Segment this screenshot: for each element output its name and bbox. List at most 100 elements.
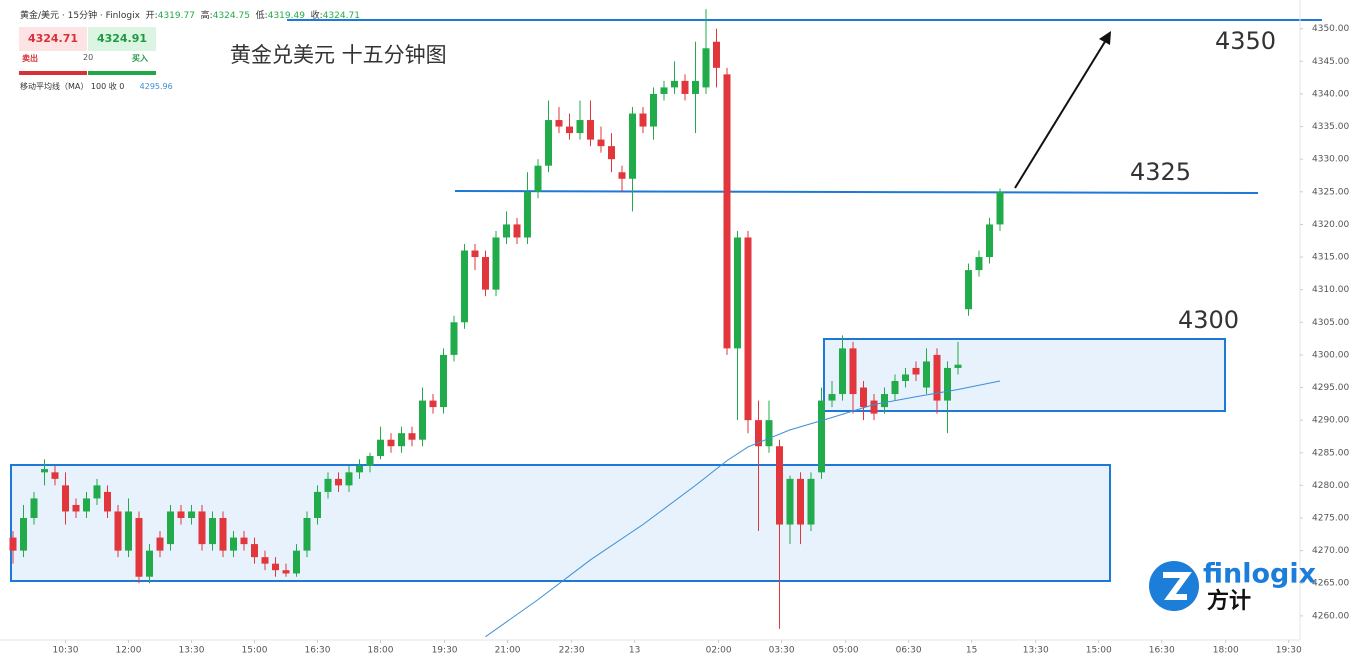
candle-body: [639, 113, 647, 127]
resistance-line: [454, 190, 1259, 194]
candle-body: [208, 518, 216, 545]
logo-text: 方计: [1207, 588, 1251, 614]
candle-body: [219, 518, 227, 551]
x-tick-label: 22:30: [559, 646, 585, 656]
candle-body: [692, 80, 700, 94]
candle-body: [933, 354, 941, 401]
candle-body: [870, 400, 878, 414]
candle-body: [135, 518, 143, 577]
candle-body: [912, 367, 920, 375]
candle-body: [471, 250, 479, 258]
y-tick-label: 4280.00: [1312, 481, 1349, 491]
sell-price[interactable]: 4324.71: [19, 27, 87, 51]
logo-mark: [1163, 572, 1192, 600]
candle-body: [597, 139, 605, 147]
candle-body: [229, 537, 237, 551]
candle-body: [807, 478, 815, 525]
x-tick-label: 18:00: [1213, 646, 1239, 656]
value: 4324.71: [322, 11, 360, 21]
candle-body: [177, 511, 185, 519]
sell-bar: [19, 71, 87, 75]
y-tick-label: 4300.00: [1312, 350, 1349, 360]
candle-body: [93, 485, 101, 499]
candle-body: [965, 270, 973, 310]
candle-body: [398, 433, 406, 447]
label: 开:: [145, 11, 158, 21]
x-tick-label: 13: [629, 646, 640, 656]
candle-body: [9, 537, 17, 551]
y-tick-label: 4325.00: [1312, 187, 1349, 197]
candle-body: [776, 446, 784, 525]
candle-body: [30, 498, 38, 519]
y-tick-label: 4330.00: [1312, 155, 1349, 165]
candle-body: [156, 537, 164, 551]
candle-body: [272, 563, 280, 571]
candle-body: [671, 80, 679, 88]
candle-body: [618, 172, 626, 179]
candle-body: [366, 456, 374, 466]
candle-body: [608, 146, 616, 160]
x-tick-label: 06:30: [896, 646, 922, 656]
y-tick-label: 4270.00: [1312, 546, 1349, 556]
candle-body: [744, 237, 752, 421]
candle-body: [324, 478, 332, 492]
candle-body: [356, 465, 364, 473]
y-tick-label: 4310.00: [1312, 285, 1349, 295]
candle-body: [996, 191, 1004, 225]
candle-body: [145, 550, 153, 577]
candle-body: [408, 433, 416, 440]
candle-body: [166, 511, 174, 545]
value: 4319.49: [267, 11, 305, 21]
value: 4324.75: [212, 11, 250, 21]
x-tick-label: 18:00: [368, 646, 394, 656]
candle-body: [82, 498, 90, 512]
indicator-value: 4295.96: [139, 82, 173, 91]
indicator: 移动平均线（MA） 100 收 0: [20, 82, 125, 91]
x-tick-label: 02:00: [706, 646, 732, 656]
candle-body: [124, 511, 132, 551]
candle-body: [534, 165, 542, 192]
moving-average: [485, 380, 1001, 638]
candle-body: [72, 504, 80, 512]
candle-body: [282, 570, 290, 574]
x-tick-label: 13:30: [179, 646, 205, 656]
label: 高:: [200, 11, 213, 21]
candle-body: [902, 374, 910, 381]
candle-body: [566, 126, 574, 134]
logo-mark: [1149, 561, 1199, 611]
candle-body: [345, 472, 353, 486]
label: 收:: [310, 11, 323, 21]
buy-bar: [88, 71, 156, 75]
candles: [9, 9, 1004, 638]
candle-body: [450, 322, 458, 355]
candle-body: [440, 354, 448, 408]
candle-body: [335, 478, 343, 486]
x-tick-label: 12:00: [116, 646, 142, 656]
candle-body: [986, 224, 994, 258]
y-tick-label: 4285.00: [1312, 448, 1349, 458]
candle-body: [660, 87, 668, 94]
candle-body: [61, 485, 69, 512]
candle-body: [555, 120, 563, 127]
x-tick-label: 15:00: [242, 646, 268, 656]
candle-body: [419, 400, 427, 440]
logo-text: finlogix: [1203, 559, 1316, 590]
candle-body: [828, 394, 836, 401]
x-tick-label: 15:00: [1086, 646, 1112, 656]
y-tick-label: 4260.00: [1312, 611, 1349, 621]
x-tick-label: 10:30: [53, 646, 79, 656]
candle-body: [251, 544, 259, 558]
sell-button[interactable]: 卖出: [22, 54, 38, 63]
candle-body: [713, 41, 721, 68]
x-tick-label: 05:00: [833, 646, 859, 656]
buy-button[interactable]: 买入: [132, 54, 148, 63]
candle-body: [503, 224, 511, 238]
candle-body: [51, 472, 59, 479]
candle-body: [629, 113, 637, 179]
quantity[interactable]: 20: [83, 53, 94, 62]
buy-price[interactable]: 4324.91: [88, 27, 156, 51]
candle-body: [461, 250, 469, 323]
value: 4319.77: [157, 11, 195, 21]
